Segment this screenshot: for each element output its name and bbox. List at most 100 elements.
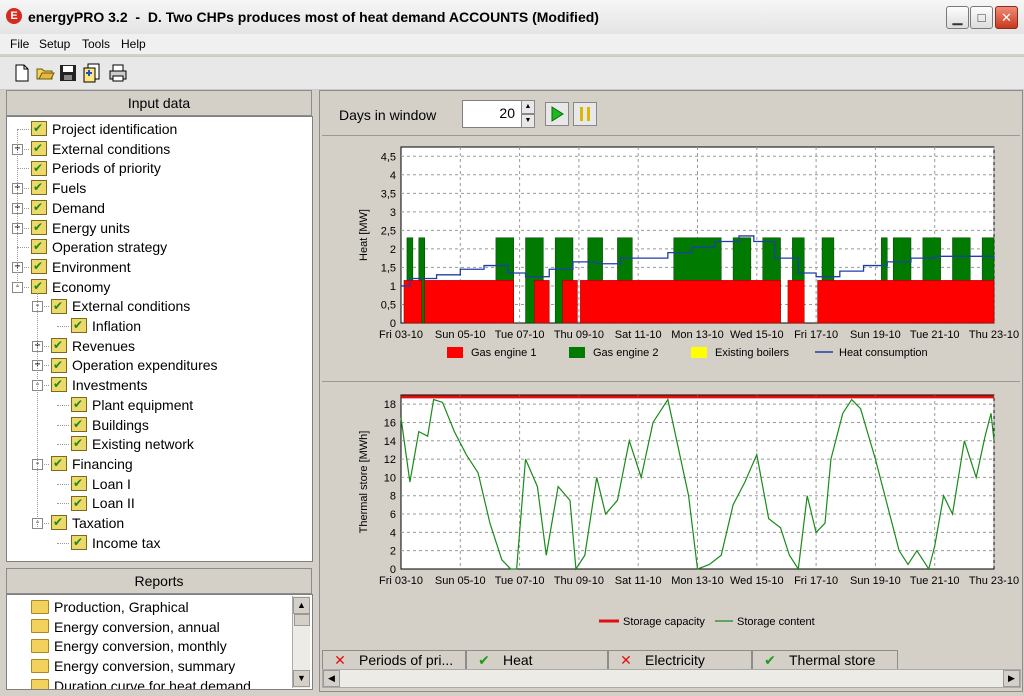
y-tick-label: 0,5 <box>381 299 396 311</box>
tree-item[interactable]: Revenues <box>51 335 135 356</box>
tree-item-label: Loan II <box>92 495 135 512</box>
report-item[interactable]: Energy conversion, monthly <box>31 636 227 656</box>
tree-item[interactable]: Inflation <box>71 315 141 336</box>
tab-label: Thermal store <box>789 652 876 668</box>
checked-folder-icon <box>31 138 47 158</box>
tree-item[interactable]: Fuels <box>31 177 86 198</box>
open-icon[interactable] <box>35 63 55 83</box>
x-tick-label: Wed 15-10 <box>730 329 784 341</box>
report-item[interactable]: Energy conversion, annual <box>31 617 220 637</box>
scroll-right-icon[interactable]: ▶ <box>1003 670 1020 687</box>
scroll-down-icon[interactable]: ▼ <box>293 670 310 687</box>
close-button[interactable]: ✕ <box>995 6 1018 29</box>
tree-item[interactable]: Operation strategy <box>31 236 167 257</box>
tree-item[interactable]: Operation expenditures <box>51 355 218 375</box>
new-icon[interactable] <box>12 63 32 83</box>
days-input[interactable]: 20 <box>462 100 522 128</box>
menu-tools[interactable]: Tools <box>82 37 111 51</box>
tree-item[interactable]: Periods of priority <box>31 158 161 178</box>
tab-1[interactable]: ✔ Heat <box>466 650 608 669</box>
checked-folder-icon <box>71 433 87 453</box>
tree-item[interactable]: External conditions <box>51 296 190 316</box>
report-item[interactable]: Duration curve for heat demand <box>31 676 251 690</box>
tab-label: Periods of pri... <box>359 652 454 668</box>
tree-item[interactable]: Economy <box>31 276 110 297</box>
y-tick-label: 14 <box>384 436 396 448</box>
tree-item[interactable]: Taxation <box>51 512 124 533</box>
copy-icon[interactable] <box>82 63 102 83</box>
legend-existing-boilers: Existing boilers <box>715 347 789 359</box>
play-icon <box>551 106 564 122</box>
y-tick-label: 1 <box>390 281 396 293</box>
tree-item[interactable]: Loan I <box>71 473 131 494</box>
x-tick-label: Fri 17-10 <box>794 575 838 587</box>
tree-item-label: External conditions <box>52 140 171 157</box>
scroll-left-icon[interactable]: ◀ <box>323 670 340 687</box>
tree-item[interactable]: Financing <box>51 453 133 474</box>
menu-help[interactable]: Help <box>121 37 146 51</box>
legend-gas-engine-1: Gas engine 1 <box>471 347 536 359</box>
menu-file[interactable]: File <box>10 37 30 51</box>
x-tick-label: Tue 21-10 <box>910 329 960 341</box>
report-item-label: Energy conversion, monthly <box>54 638 227 655</box>
folder-icon <box>31 639 49 654</box>
scroll-thumb[interactable] <box>294 614 310 626</box>
tree-item[interactable]: Energy units <box>31 217 130 238</box>
tree-item[interactable]: Environment <box>31 256 131 277</box>
days-spinner[interactable]: ▲ ▼ <box>521 100 535 128</box>
tab-3[interactable]: ✔ Thermal store <box>752 650 898 669</box>
play-button[interactable] <box>545 102 569 126</box>
legend-heat-consumption: Heat consumption <box>839 347 928 359</box>
legend-gas-engine-2-swatch <box>569 347 585 358</box>
gas-engine-1-bar <box>817 280 995 324</box>
reports-scrollbar[interactable]: ▲ ▼ <box>292 596 310 688</box>
horizontal-scrollbar[interactable]: ◀ ▶ <box>322 669 1021 688</box>
checked-folder-icon <box>31 236 47 256</box>
tree-item[interactable]: External conditions <box>31 138 171 159</box>
tab-2[interactable]: ✕ Electricity <box>608 650 752 669</box>
checked-folder-icon <box>51 512 67 532</box>
checked-folder-icon <box>31 256 47 276</box>
tree-item-label: Operation expenditures <box>72 357 218 374</box>
checked-folder-icon <box>31 118 47 138</box>
checked-folder-icon <box>71 532 87 552</box>
report-item-label: Production, Graphical <box>54 599 189 615</box>
folder-icon <box>31 678 49 689</box>
legend-gas-engine-1-swatch <box>447 347 463 358</box>
tree-item-label: Environment <box>52 258 131 275</box>
tree-item-label: Demand <box>52 199 105 216</box>
tab-0[interactable]: ✕ Periods of pri... <box>322 650 466 669</box>
y-tick-label: 4 <box>390 527 396 539</box>
tree-item[interactable]: Investments <box>51 374 147 395</box>
tree-item[interactable]: Plant equipment <box>71 394 193 415</box>
report-item-label: Duration curve for heat demand <box>54 677 251 690</box>
tree-item[interactable]: Buildings <box>71 414 149 435</box>
print-icon[interactable] <box>108 63 128 83</box>
gas-engine-1-bar <box>534 280 550 324</box>
maximize-button[interactable]: □ <box>970 6 993 29</box>
report-item[interactable]: Production, Graphical <box>31 597 189 617</box>
tree-item[interactable]: Income tax <box>71 532 160 553</box>
tree-item[interactable]: Project identification <box>31 118 177 139</box>
tree-item[interactable]: Loan II <box>71 493 135 513</box>
tree-item[interactable]: Existing network <box>71 433 194 454</box>
minimize-button[interactable]: ▁ <box>946 6 969 29</box>
report-item-label: Energy conversion, annual <box>54 618 220 635</box>
x-tick-label: Sun 05-10 <box>435 575 486 587</box>
pause-button[interactable] <box>573 102 597 126</box>
tree-item-label: Loan I <box>92 475 131 492</box>
spin-up-icon[interactable]: ▲ <box>521 100 535 114</box>
tree-item-label: External conditions <box>72 298 191 315</box>
tree-item-label: Existing network <box>92 436 194 453</box>
tree-item[interactable]: Demand <box>31 197 105 218</box>
tab-label: Heat <box>503 652 533 668</box>
menu-setup[interactable]: Setup <box>39 37 71 51</box>
scroll-up-icon[interactable]: ▲ <box>293 597 310 614</box>
reports-list: Production, Graphical Energy conversion, … <box>6 594 313 690</box>
save-icon[interactable] <box>58 63 78 83</box>
spin-down-icon[interactable]: ▼ <box>521 114 535 128</box>
checked-folder-icon <box>71 414 87 434</box>
checked-folder-icon <box>71 315 87 335</box>
title-bar: E energyPRO 3.2 - D. Two CHPs produces m… <box>0 0 1024 35</box>
report-item[interactable]: Energy conversion, summary <box>31 656 235 676</box>
